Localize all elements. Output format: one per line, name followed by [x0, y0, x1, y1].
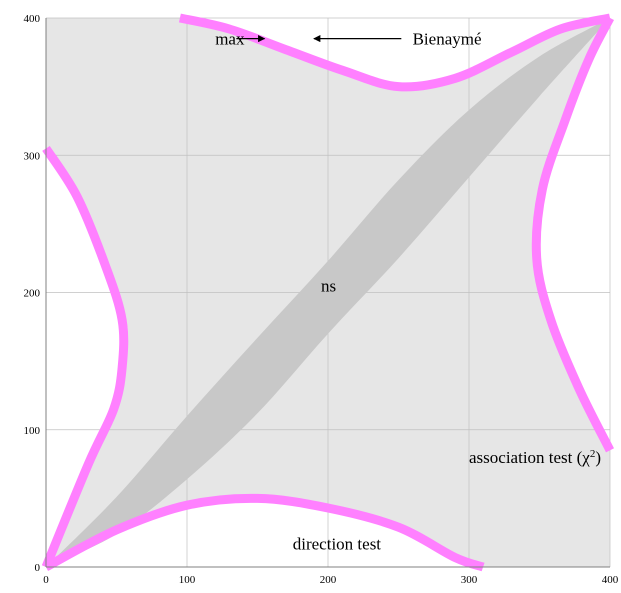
y-tick-label: 0 [35, 562, 41, 574]
x-tick-label: 0 [43, 574, 49, 586]
label-ns: ns [321, 277, 336, 296]
y-axis: 0 100 200 300 400 [24, 13, 41, 574]
x-tick-label: 200 [320, 574, 337, 586]
right-boundary-band [531, 15, 615, 453]
y-tick-label: 300 [24, 150, 41, 162]
x-tick-label: 400 [602, 574, 619, 586]
y-tick-label: 400 [24, 13, 41, 25]
left-max-region [46, 148, 124, 567]
close-paren: ) [595, 448, 601, 467]
x-tick-label: 100 [179, 574, 196, 586]
top-max-region [179, 18, 610, 87]
y-tick-label: 100 [24, 425, 41, 437]
superscript: 2 [590, 448, 596, 460]
annotations: max Bienaymé ns association test (χ2) direct… [215, 30, 601, 554]
label-bienayme: Bienaymé [413, 30, 482, 49]
right-max-region [536, 18, 610, 451]
x-tick-label: 300 [461, 574, 478, 586]
plot-area [41, 13, 615, 572]
x-axis: 0 100 200 300 400 [43, 574, 619, 586]
label-association-test: association test (χ2) [469, 448, 601, 467]
ns-band [46, 18, 610, 567]
label-max: max [215, 30, 245, 49]
y-tick-label: 200 [24, 288, 41, 300]
top-boundary-band [178, 13, 611, 92]
bottom-boundary-band [43, 493, 485, 572]
label-direction-test: direction test [293, 535, 382, 554]
left-boundary-band [41, 145, 129, 569]
